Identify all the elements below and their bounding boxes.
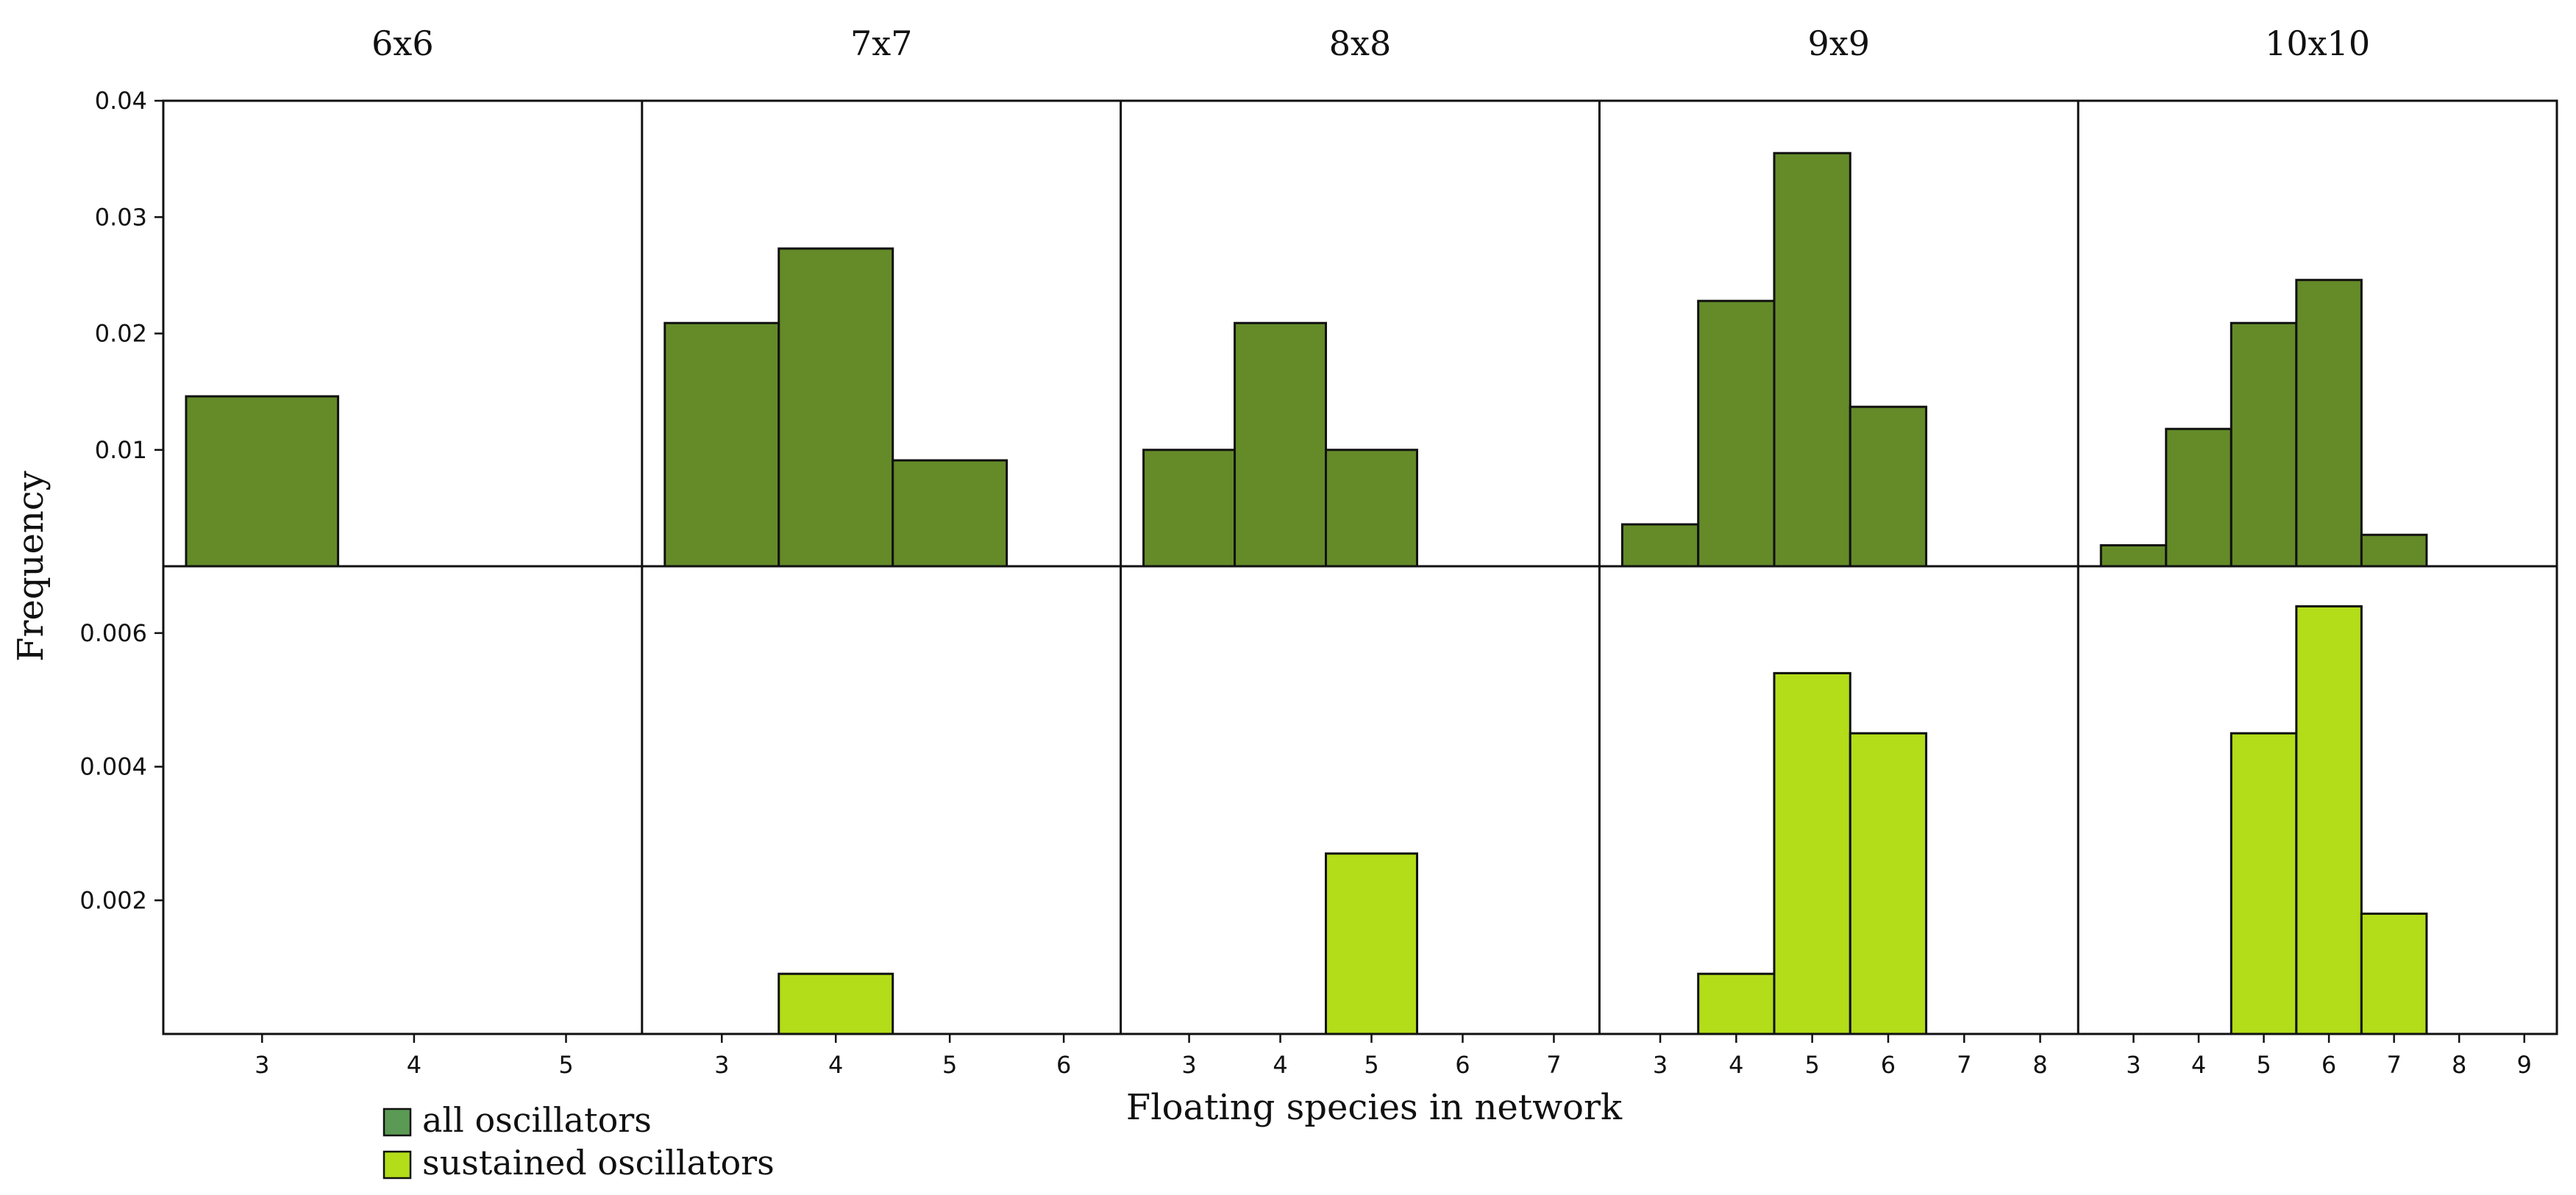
x-tick-label: 5 xyxy=(942,1051,957,1079)
legend-swatch-sustained xyxy=(383,1150,412,1180)
x-tick-label: 3 xyxy=(1653,1051,1668,1079)
x-tick-label: 4 xyxy=(1273,1051,1287,1079)
x-tick-label: 7 xyxy=(2386,1051,2401,1079)
bar-all-oscillators xyxy=(2165,427,2232,568)
x-tick-label: 5 xyxy=(558,1051,573,1079)
bar-sustained-oscillators xyxy=(1697,972,1776,1035)
y-tick-label: 0.03 xyxy=(95,203,147,231)
y-tick-label: 0.04 xyxy=(95,87,147,115)
text-layer: Frequency Floating species in network 6x… xyxy=(10,24,2532,1128)
panel-title: 9x9 xyxy=(1808,24,1870,63)
bar-all-oscillators xyxy=(1773,151,1851,568)
x-tick-label: 4 xyxy=(828,1051,843,1079)
bar-all-oscillators xyxy=(2295,279,2363,568)
bar-all-oscillators xyxy=(1234,321,1328,568)
legend-swatch-all xyxy=(383,1107,412,1137)
x-tick-label: 3 xyxy=(255,1051,269,1079)
bar-all-oscillators xyxy=(1142,449,1237,568)
x-tick-label: 4 xyxy=(407,1051,421,1079)
x-axis-label: Floating species in network xyxy=(1126,1087,1623,1128)
x-tick-label: 6 xyxy=(2321,1051,2336,1079)
bar-all-oscillators xyxy=(778,247,894,568)
y-tick-label: 0.02 xyxy=(95,320,147,348)
bar-all-oscillators xyxy=(663,321,780,568)
y-tick-label: 0.002 xyxy=(79,886,147,914)
panel-title: 6x6 xyxy=(371,24,433,63)
legend-label-sustained: sustained oscillators xyxy=(422,1143,775,1182)
legend-label-all: all oscillators xyxy=(422,1100,652,1140)
bar-all-oscillators xyxy=(1325,449,1418,568)
x-tick-label: 5 xyxy=(2256,1051,2271,1079)
y-tick-label: 0.004 xyxy=(79,753,147,781)
bar-sustained-oscillators xyxy=(1773,671,1851,1035)
bar-all-oscillators xyxy=(892,459,1008,568)
bar-all-oscillators xyxy=(2230,321,2298,568)
x-tick-label: 4 xyxy=(2191,1051,2206,1079)
x-tick-label: 7 xyxy=(1546,1051,1561,1079)
bar-sustained-oscillators xyxy=(1849,732,1928,1035)
y-axis-label: Frequency xyxy=(10,471,51,662)
x-tick-label: 7 xyxy=(1957,1051,1971,1079)
x-tick-label: 4 xyxy=(1729,1051,1743,1079)
x-tick-label: 3 xyxy=(714,1051,729,1079)
x-tick-label: 5 xyxy=(1364,1051,1378,1079)
x-tick-label: 9 xyxy=(2517,1051,2532,1079)
bar-sustained-oscillators xyxy=(2295,605,2363,1035)
x-tick-label: 5 xyxy=(1804,1051,1819,1079)
y-tick-label: 0.006 xyxy=(79,619,147,647)
x-tick-label: 6 xyxy=(1455,1051,1470,1079)
frame-layer xyxy=(154,99,2558,1043)
panel-title: 7x7 xyxy=(850,24,912,63)
bar-sustained-oscillators xyxy=(778,972,894,1035)
x-tick-label: 6 xyxy=(1881,1051,1896,1079)
bar-sustained-oscillators xyxy=(1325,852,1418,1035)
bar-sustained-oscillators xyxy=(2230,732,2298,1035)
bar-all-oscillators xyxy=(2360,533,2428,568)
bar-all-oscillators xyxy=(2099,544,2168,568)
panel-title: 10x10 xyxy=(2265,24,2370,63)
x-tick-label: 8 xyxy=(2452,1051,2466,1079)
bar-sustained-oscillators xyxy=(2360,912,2428,1035)
y-tick-label: 0.01 xyxy=(95,436,147,464)
bar-all-oscillators xyxy=(185,395,340,568)
bars-layer xyxy=(185,151,2428,1035)
bar-all-oscillators xyxy=(1849,405,1928,568)
x-tick-label: 3 xyxy=(2126,1051,2141,1079)
panel-title: 8x8 xyxy=(1329,24,1391,63)
bar-all-oscillators xyxy=(1697,299,1776,568)
x-tick-label: 6 xyxy=(1056,1051,1071,1079)
x-tick-label: 3 xyxy=(1181,1051,1196,1079)
bar-all-oscillators xyxy=(1620,523,1700,568)
x-tick-label: 8 xyxy=(2032,1051,2047,1079)
